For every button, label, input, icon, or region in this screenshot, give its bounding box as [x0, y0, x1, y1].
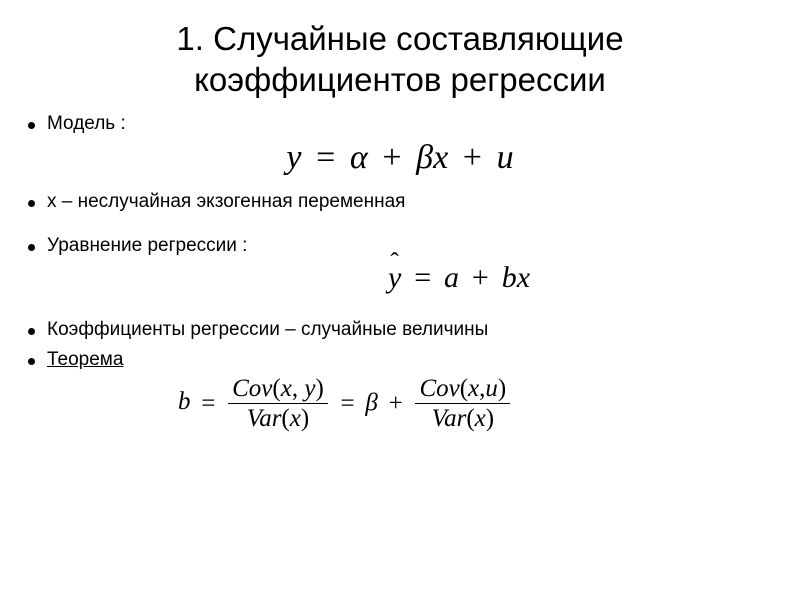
title-line-2: коэффициентов регрессии	[194, 61, 606, 98]
sym-y: y	[304, 375, 315, 402]
sym-lp: (	[272, 375, 280, 402]
sym-yhat: ˆ y	[388, 261, 401, 295]
bullet-dot	[28, 244, 35, 251]
sym-b: b	[502, 261, 517, 294]
frac-covxu-varx: Cov(x,u) Var(x)	[415, 375, 510, 433]
bullet-text: Уравнение регрессии :	[47, 235, 772, 257]
sym-rp: )	[301, 405, 309, 432]
sym-beta: β	[416, 139, 433, 176]
bullet-dot	[28, 328, 35, 335]
sym-lp: (	[281, 405, 289, 432]
sym-lp: (	[466, 405, 474, 432]
bullet-text: Коэффициенты регрессии – случайные велич…	[47, 319, 772, 341]
bullet-random-vars: Коэффициенты регрессии – случайные велич…	[28, 319, 772, 341]
fn-cov: Cov	[419, 375, 459, 402]
formula-model: y = α + βx + u	[28, 139, 772, 177]
sym-rp: )	[498, 375, 506, 402]
sym-comma: ,	[292, 375, 298, 402]
frac-covxy-varx: Cov(x, y) Var(x)	[228, 375, 328, 433]
fn-var: Var	[432, 405, 467, 432]
sym-plus2: +	[457, 139, 488, 176]
bullet-dot	[28, 122, 35, 129]
sym-a: a	[444, 261, 459, 294]
sym-eq: =	[310, 139, 341, 176]
slide-title: 1. Случайные составляющие коэффициентов …	[28, 18, 772, 101]
sym-x: x	[290, 405, 301, 432]
bullet-model: Модель :	[28, 113, 772, 135]
sym-plus: +	[467, 261, 495, 294]
sym-x: x	[433, 139, 448, 176]
formula-regression: ˆ y = a + bx	[28, 261, 772, 295]
sym-eq2: =	[336, 390, 359, 417]
hat-symbol: ˆ	[390, 247, 399, 277]
bullet-text: х – неслучайная экзогенная переменная	[47, 191, 772, 213]
sym-b: b	[178, 388, 191, 415]
bullet-text-theorem: Теорема	[47, 349, 772, 371]
sym-beta: β	[365, 390, 377, 417]
sym-y: y	[286, 139, 301, 176]
bullet-dot	[28, 358, 35, 365]
sym-plus: +	[384, 390, 407, 417]
sym-u: u	[497, 139, 514, 176]
bullet-regression-eq: Уравнение регрессии :	[28, 235, 772, 257]
sym-x: x	[468, 375, 479, 402]
formula-theorem: b = Cov(x, y) Var(x) = β + Cov(x,u) Var(…	[28, 375, 772, 433]
fn-cov: Cov	[232, 375, 272, 402]
bullet-dot	[28, 200, 35, 207]
bullet-text: Модель :	[47, 113, 772, 135]
title-line-1: 1. Случайные составляющие	[176, 20, 623, 57]
sym-x: x	[281, 375, 292, 402]
sym-x: x	[475, 405, 486, 432]
sym-plus: +	[376, 139, 407, 176]
sym-alpha: α	[350, 139, 368, 176]
fn-var: Var	[247, 405, 282, 432]
sym-eq: =	[409, 261, 437, 294]
bullet-theorem: Теорема	[28, 349, 772, 371]
sym-rp: )	[486, 405, 494, 432]
sym-eq: =	[197, 390, 220, 417]
bullet-exogenous: х – неслучайная экзогенная переменная	[28, 191, 772, 213]
sym-lp: (	[460, 375, 468, 402]
sym-u: u	[485, 375, 498, 402]
sym-x: x	[517, 261, 530, 294]
sym-rp: )	[315, 375, 323, 402]
